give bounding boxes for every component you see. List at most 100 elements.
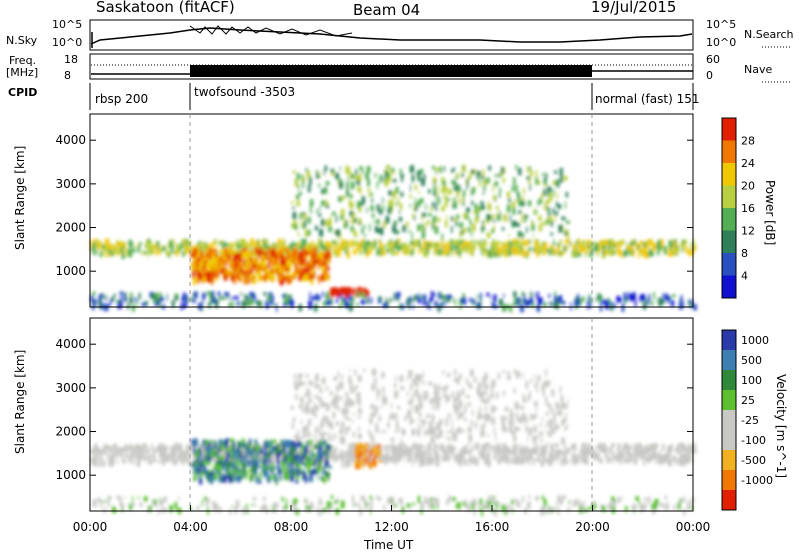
scatter-cell-arc (428, 426, 432, 430)
scatter-cell-arc (348, 199, 351, 207)
scatter-cell-arc (476, 174, 479, 180)
scatter-cell-negative-patch (371, 443, 374, 447)
scatter-cell-ground-band (129, 250, 132, 258)
scatter-cell-ground-band (676, 444, 680, 452)
scatter-cell-arc (547, 187, 552, 193)
scatter-cell-positive-patch (281, 446, 284, 454)
scatter-cell-near-range (103, 507, 106, 514)
scatter-cell-ground-band (559, 239, 562, 245)
scatter-cell-negative-patch (354, 461, 356, 467)
nsearch-label: N.Search (744, 28, 794, 41)
scatter-cell-near-range (282, 294, 285, 298)
scatter-cell-ground-band (327, 242, 331, 248)
scatter-cell-near-range (315, 294, 320, 299)
scatter-cell-arc (483, 382, 485, 389)
nsky-bottom-tick: 10^0 (52, 36, 83, 49)
scatter-cell-arc (319, 386, 321, 392)
scatter-cell-arc (392, 179, 397, 183)
scatter-cell-arc (354, 175, 356, 180)
scatter-cell-ground-band (115, 244, 118, 250)
scatter-cell-ground-band (528, 249, 530, 253)
scatter-cell-arc (553, 189, 555, 197)
scatter-cell-ground-band (96, 456, 99, 461)
scatter-cell-ground-band (528, 448, 533, 456)
scatter-cell-positive-patch (283, 439, 288, 448)
scatter-cell-ground-band (625, 249, 629, 253)
scatter-cell-arc (384, 169, 387, 173)
scatter-cell-ground-band (185, 445, 190, 452)
scatter-cell-arc (428, 189, 431, 194)
scatter-cell-arc (435, 434, 439, 440)
scatter-cell-ground-band (633, 456, 636, 465)
scatter-cell-ground-band (648, 245, 650, 250)
scatter-cell-ground-band (380, 250, 383, 256)
scatter-cell-arc (414, 405, 419, 413)
scatter-cell-ground-band (236, 243, 240, 249)
scatter-cell-ground-band (600, 458, 603, 462)
scatter-cell-arc (345, 220, 348, 225)
scatter-cell-arc (534, 384, 538, 388)
scatter-cell-arc (378, 178, 380, 185)
scatter-cell-positive-patch (304, 474, 307, 480)
scatter-cell-ground-band (518, 251, 522, 255)
scatter-cell-near-range (305, 506, 310, 512)
scatter-cell-afternoon-patches (226, 247, 229, 252)
scatter-cell-ground-band (553, 239, 555, 244)
scatter-cell-arc (309, 199, 314, 207)
scatter-cell-near-range (171, 300, 175, 308)
scatter-cell-positive-patch (249, 460, 251, 468)
scatter-cell-arc (480, 385, 482, 389)
scatter-cell-ground-band (398, 238, 401, 242)
scatter-cell-afternoon-patches (224, 247, 228, 254)
scatter-cell-arc (502, 390, 505, 396)
scatter-cell-ground-band (97, 238, 99, 245)
scatter-cell-arc (315, 411, 317, 417)
scatter-cell-arc (327, 403, 330, 410)
scatter-cell-ground-band (610, 243, 615, 248)
scatter-cell-ground-band (560, 458, 565, 466)
scatter-cell-ground-band (341, 456, 343, 460)
scatter-cell-ground-band (382, 251, 386, 256)
scatter-cell-arc (528, 396, 531, 400)
scatter-cell-arc (366, 207, 368, 213)
scatter-cell-ground-band (641, 448, 646, 455)
scatter-cell-ground-band (652, 242, 656, 251)
scatter-cell-negative-patch (378, 450, 382, 457)
scatter-cell-ground-band (465, 248, 468, 253)
scatter-cell-positive-patch (199, 443, 202, 449)
scatter-cell-arc (337, 371, 340, 378)
scatter-cell-arc (456, 184, 459, 193)
scatter-cell-near-range-streak (363, 288, 365, 294)
scatter-cell-arc (445, 397, 447, 404)
scatter-cell-positive-patch (203, 457, 207, 462)
scatter-cell-arc (421, 419, 424, 424)
scatter-cell-ground-band (448, 449, 451, 455)
scatter-cell-ground-band (376, 250, 380, 255)
scatter-cell-near-range (444, 299, 446, 307)
scatter-cell-arc (295, 393, 298, 400)
scatter-cell-positive-patch (209, 440, 213, 445)
scatter-cell-arc (445, 435, 447, 440)
scatter-cell-positive-patch (228, 475, 233, 483)
scatter-cell-afternoon-patches (231, 263, 233, 270)
scatter-cell-near-range (521, 291, 524, 297)
scatter-cell-ground-band (442, 454, 445, 460)
scatter-cell-positive-patch (327, 465, 330, 469)
scatter-cell-arc (338, 196, 341, 200)
scatter-cell-positive-patch (230, 455, 233, 463)
scatter-cell-ground-band (389, 455, 393, 462)
scatter-cell-ground-band (604, 454, 609, 458)
scatter-cell-ground-band (642, 251, 645, 257)
scatter-cell-arc (420, 224, 424, 228)
scatter-cell-arc (402, 225, 406, 232)
scatter-cell-ground-band (497, 241, 501, 245)
nsky-frame (89, 19, 694, 51)
scatter-cell-negative-patch (354, 450, 357, 455)
scatter-cell-ground-band (365, 250, 369, 257)
scatter-cell-near-range (265, 301, 268, 307)
scatter-cell-ground-band (106, 448, 108, 455)
scatter-cell-ground-band (125, 443, 127, 452)
scatter-cell-ground-band (398, 443, 403, 449)
scatter-cell-positive-patch (226, 446, 228, 454)
scatter-cell-ground-band (531, 446, 534, 453)
